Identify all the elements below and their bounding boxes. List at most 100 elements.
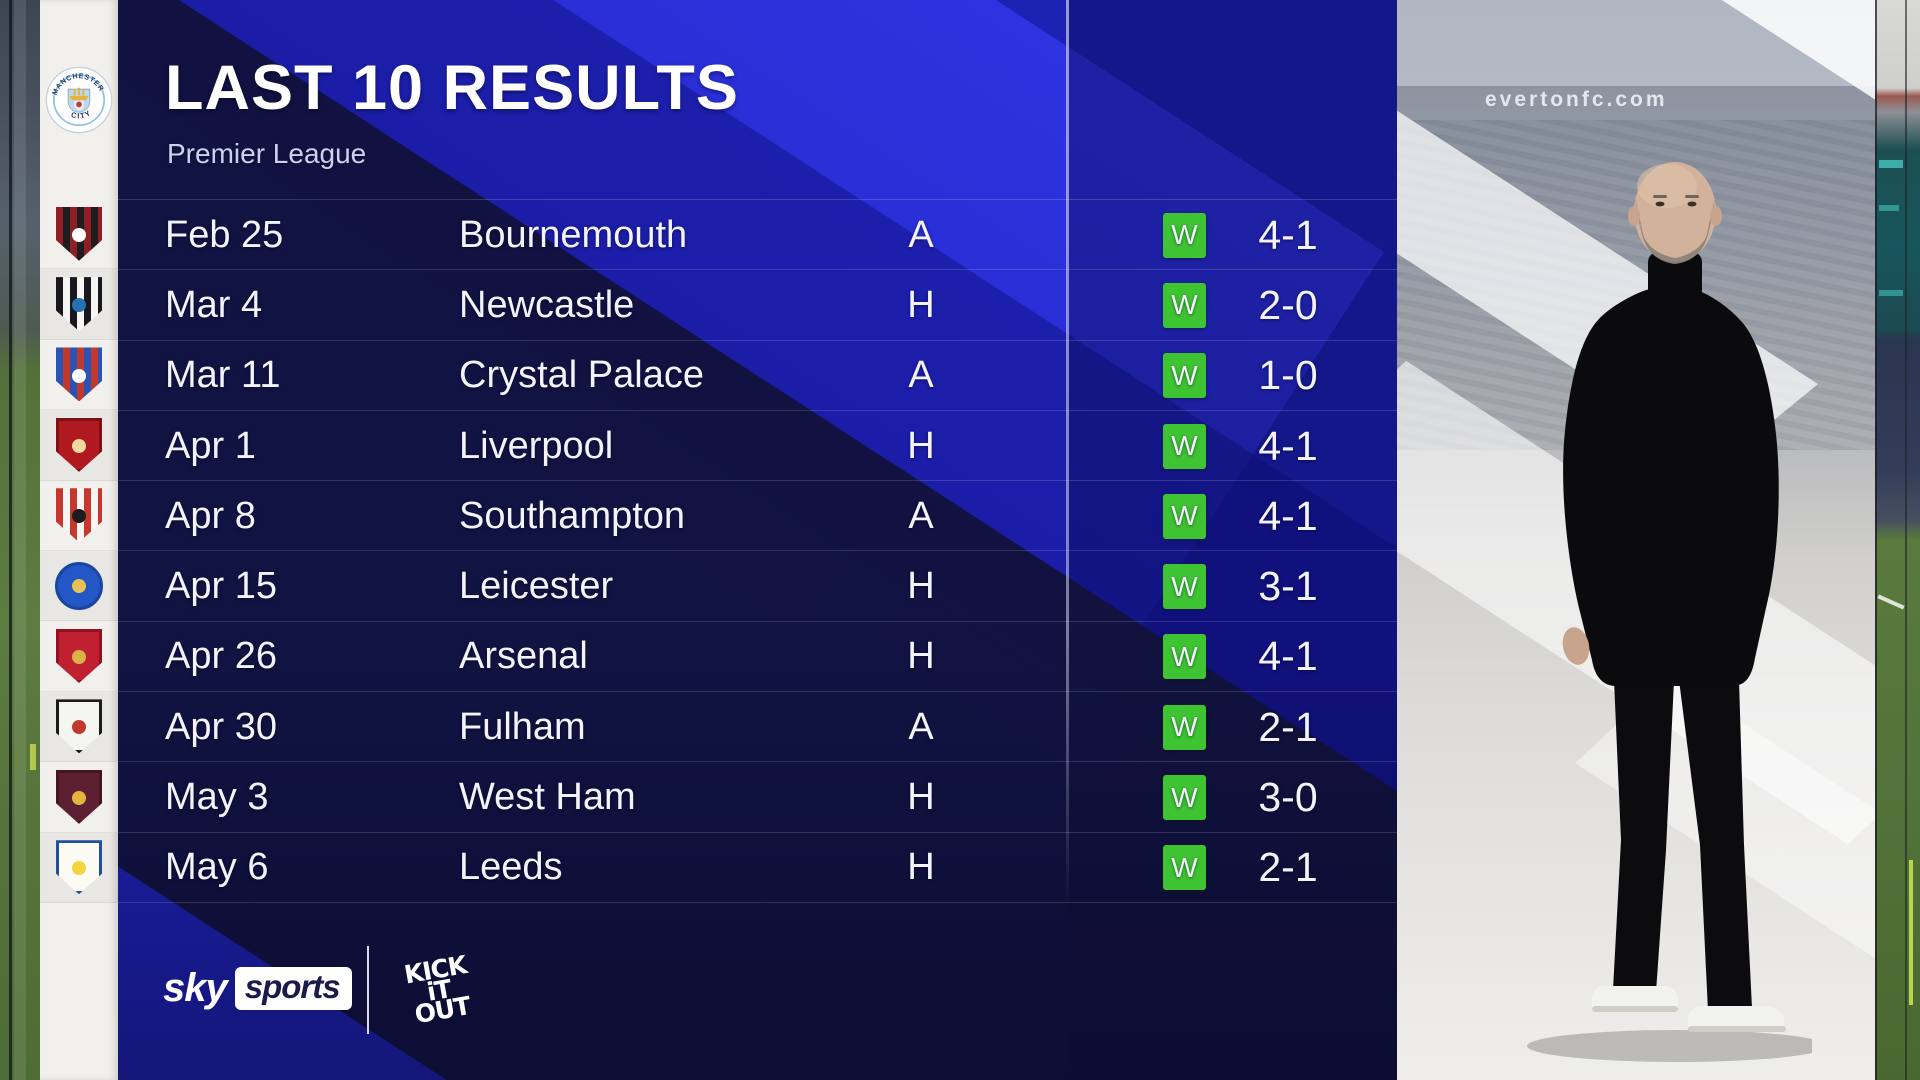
- opponent-crest-list: [40, 199, 118, 903]
- result-score: 2-1: [1258, 844, 1318, 891]
- video-right-divider: [1875, 0, 1877, 1080]
- result-opponent: Bournemouth: [459, 213, 688, 256]
- team-crest-column: MANCHESTER CITY: [40, 0, 118, 1080]
- result-score: 4-1: [1258, 211, 1318, 258]
- opponent-crest-cell: [40, 199, 118, 270]
- video-left-divider: [9, 0, 12, 1080]
- opponent-crest-cell: [40, 269, 118, 340]
- scoreboard-text-sliver: [1879, 205, 1899, 211]
- result-date: Mar 11: [165, 354, 281, 397]
- result-date: May 3: [165, 776, 269, 819]
- result-opponent: West Ham: [459, 776, 636, 819]
- scoreboard-text-sliver: [1879, 160, 1903, 168]
- result-venue: H: [907, 283, 935, 326]
- result-win-badge: W: [1163, 564, 1206, 610]
- opponent-crest-cell: [40, 692, 118, 763]
- result-venue: H: [907, 776, 935, 819]
- scoreboard-text-sliver: [1879, 290, 1903, 296]
- competition-subtitle: Premier League: [167, 138, 367, 169]
- crest-detail: [72, 861, 86, 876]
- pitch-line: [1877, 594, 1905, 610]
- result-opponent: Fulham: [459, 705, 586, 748]
- manchester-city-crest: MANCHESTER CITY: [45, 66, 113, 134]
- opponent-crest-cell: [40, 410, 118, 481]
- result-row: Feb 25 Bournemouth A W 4-1: [118, 200, 1397, 271]
- kick-it-out-logo: KICK iT OUT: [389, 941, 489, 1041]
- video-left-pitch-mark: [30, 744, 36, 770]
- fulham-crest: [56, 699, 102, 754]
- result-opponent: Southampton: [459, 494, 686, 537]
- video-right-divider: [1905, 0, 1907, 1080]
- opponent-crest-cell: [40, 762, 118, 833]
- result-venue: A: [908, 354, 934, 397]
- result-venue: H: [907, 424, 935, 467]
- background-video-right: [1875, 0, 1920, 1080]
- crest-detail: [72, 368, 86, 383]
- result-opponent: Leicester: [459, 565, 614, 608]
- crest-detail: [72, 227, 86, 242]
- crest-detail: [72, 649, 86, 664]
- result-date: Apr 1: [165, 424, 256, 467]
- sports-logo-text: sports: [234, 966, 352, 1010]
- opponent-crest-cell: [40, 340, 118, 411]
- stadium-watermark: evertonfc.com: [1485, 88, 1668, 111]
- result-opponent: Leeds: [459, 846, 563, 889]
- result-win-badge: W: [1163, 704, 1206, 750]
- result-win-badge: W: [1163, 634, 1206, 680]
- opponent-crest-cell: [40, 551, 118, 622]
- result-venue: H: [907, 565, 935, 608]
- result-row: Apr 30 Fulham A W 2-1: [118, 692, 1397, 763]
- result-win-badge: W: [1163, 493, 1206, 539]
- crystal-palace-crest: [56, 347, 102, 402]
- result-date: Feb 25: [165, 213, 284, 256]
- video-left-highlight: [14, 0, 26, 1080]
- result-score: 2-0: [1258, 281, 1318, 328]
- opponent-crest-cell: [40, 833, 118, 903]
- result-score: 3-0: [1258, 774, 1318, 821]
- result-score: 4-1: [1258, 492, 1318, 539]
- liverpool-crest: [56, 417, 102, 472]
- results-panel: LAST 10 RESULTS Premier League Feb 25 Bo…: [118, 0, 1397, 1080]
- manager-photo-area: evertonfc.com: [1397, 0, 1875, 1080]
- result-date: May 6: [165, 846, 269, 889]
- result-row: May 3 West Ham H W 3-0: [118, 762, 1397, 833]
- arsenal-crest: [56, 629, 102, 684]
- result-score: 4-1: [1258, 633, 1318, 680]
- kick-it-out-line: OUT: [412, 991, 473, 1030]
- result-row: Apr 15 Leicester H W 3-1: [118, 551, 1397, 622]
- result-row: May 6 Leeds H W 2-1: [118, 833, 1397, 903]
- results-table: Feb 25 Bournemouth A W 4-1 Mar 4 Newcast…: [118, 199, 1397, 903]
- result-row: Mar 11 Crystal Palace A W 1-0: [118, 341, 1397, 411]
- manager-photo-pep-guardiola: [1492, 140, 1812, 1070]
- result-opponent: Crystal Palace: [459, 354, 704, 397]
- result-date: Apr 15: [165, 565, 277, 608]
- result-venue: A: [908, 494, 934, 537]
- result-date: Mar 4: [165, 283, 263, 326]
- result-venue: H: [907, 846, 935, 889]
- footer-logo-divider: [367, 946, 369, 1034]
- result-win-badge: W: [1163, 282, 1206, 328]
- result-opponent: Newcastle: [459, 283, 635, 326]
- result-venue: A: [908, 213, 934, 256]
- crest-detail: [72, 509, 86, 524]
- opponent-crest-cell: [40, 621, 118, 692]
- bournemouth-crest: [56, 206, 102, 261]
- result-opponent: Arsenal: [459, 635, 588, 678]
- result-score: 4-1: [1258, 422, 1318, 469]
- pitch-line-bright: [1909, 860, 1913, 1005]
- result-date: Apr 26: [165, 635, 277, 678]
- leeds-crest: [56, 840, 102, 895]
- footer: sky sports KICK iT OUT: [118, 930, 1067, 1060]
- result-win-badge: W: [1163, 212, 1206, 258]
- result-score: 3-1: [1258, 563, 1318, 610]
- result-row: Apr 1 Liverpool H W 4-1: [118, 411, 1397, 482]
- column-divider-line: [1066, 0, 1069, 905]
- result-win-badge: W: [1163, 845, 1206, 891]
- crest-detail: [72, 579, 86, 594]
- result-score: 1-0: [1258, 352, 1318, 399]
- result-row: Apr 8 Southampton A W 4-1: [118, 481, 1397, 552]
- result-row: Mar 4 Newcastle H W 2-0: [118, 270, 1397, 341]
- crest-detail: [72, 790, 86, 805]
- sky-sports-logo: sky sports: [163, 966, 352, 1010]
